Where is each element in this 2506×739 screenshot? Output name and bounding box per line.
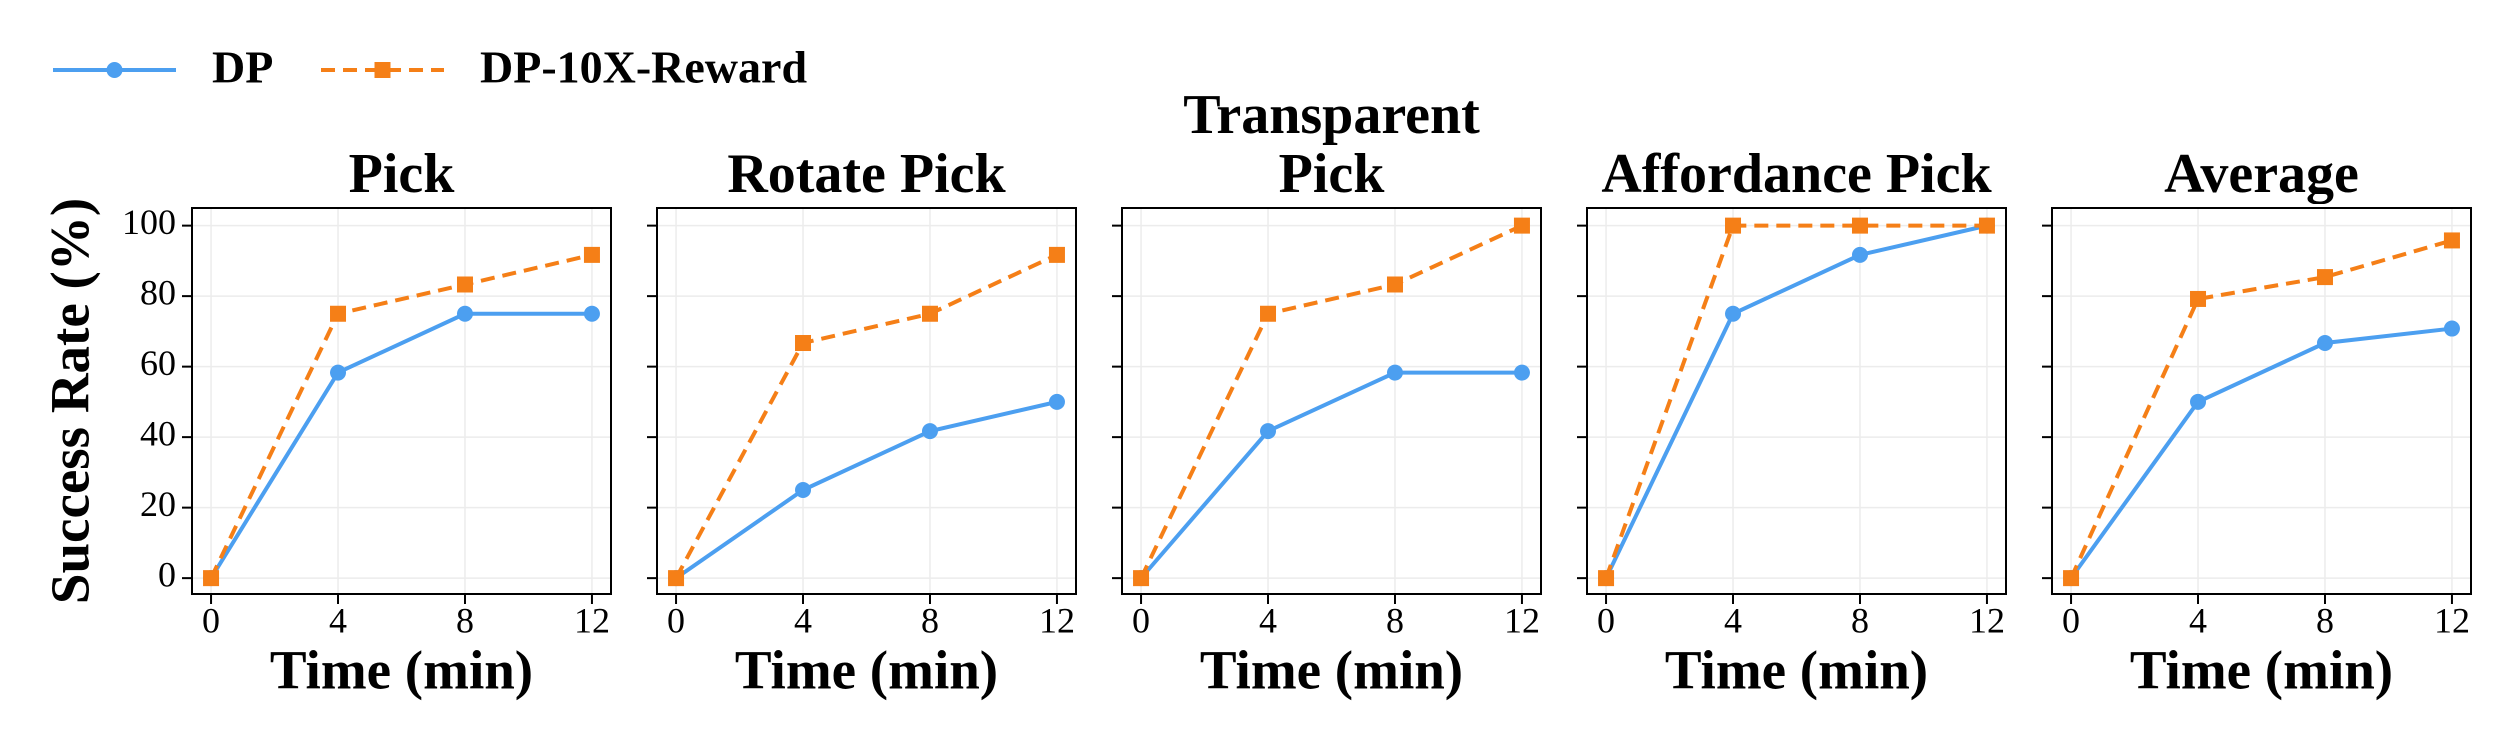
x-tick-label: 8: [921, 600, 939, 640]
chart-title: Pick: [348, 143, 455, 204]
series-line: [1139, 223, 1523, 580]
marker: [2316, 335, 2333, 352]
y-tick-label: 0: [158, 554, 176, 594]
series-line: [209, 311, 592, 580]
marker: [921, 423, 938, 440]
series-line: [674, 399, 1058, 580]
axes-frame: [656, 207, 1077, 595]
x-tick-label: 4: [1259, 600, 1277, 640]
x-tick-label: 8: [2316, 600, 2334, 640]
marker: [1513, 364, 1530, 381]
marker: [1386, 364, 1403, 381]
marker: [1978, 217, 1995, 234]
marker: [203, 570, 220, 587]
series-line: [1604, 223, 1988, 580]
x-tick-label: 8: [1386, 600, 1404, 640]
chart-title: Transparent Pick: [1183, 84, 1480, 204]
marker: [2316, 269, 2333, 286]
x-tick-label: 4: [1724, 600, 1742, 640]
legend-label: DP: [212, 42, 273, 93]
x-tick-label: 12: [1504, 600, 1540, 640]
marker: [1048, 393, 1065, 410]
series-line: [1604, 223, 1987, 579]
marker: [456, 305, 473, 322]
y-axis-label: Success Rate (%): [40, 198, 101, 604]
axes-frame: [1586, 207, 2007, 595]
x-tick-label: 0: [667, 600, 685, 640]
marker: [795, 335, 812, 352]
x-tick-label: 8: [1851, 600, 1869, 640]
chart-title: Average: [2164, 143, 2359, 204]
marker: [921, 305, 938, 322]
chart-title-box: Average: [2164, 143, 2359, 204]
marker: [2443, 320, 2460, 337]
marker: [795, 482, 812, 499]
marker: [330, 305, 347, 322]
x-tick-label: 0: [202, 600, 220, 640]
marker: [1513, 217, 1530, 234]
marker: [1133, 570, 1150, 587]
chart-title: Affordance Pick: [1601, 143, 1992, 204]
x-axis-label: Time (min): [1665, 640, 1928, 701]
marker: [2063, 570, 2080, 587]
x-axis-label: Time (min): [2130, 640, 2393, 701]
chart-title-box: Rotate Pick: [727, 143, 1006, 204]
marker: [2443, 232, 2460, 249]
marker: [106, 62, 123, 78]
series-line: [2069, 326, 2453, 580]
axes-frame: [2051, 207, 2472, 595]
series-line: [1139, 370, 1522, 580]
chart-title-box: Affordance Pick: [1601, 143, 1992, 204]
chart-title-box: Pick: [348, 143, 455, 204]
marker: [1725, 217, 1742, 234]
series-line: [2069, 238, 2453, 579]
x-tick-label: 12: [1039, 600, 1075, 640]
marker: [1851, 217, 1868, 234]
marker: [1725, 305, 1742, 322]
x-tick-label: 0: [1132, 600, 1150, 640]
marker: [583, 305, 600, 322]
series-line: [209, 252, 593, 580]
x-tick-label: 4: [329, 600, 347, 640]
marker: [1386, 276, 1403, 293]
series-line: [674, 253, 1058, 580]
legend-label: DP-10X-Reward: [480, 42, 807, 93]
x-tick-label: 4: [2189, 600, 2207, 640]
x-tick-label: 12: [1969, 600, 2005, 640]
x-tick-label: 12: [574, 600, 610, 640]
marker: [2190, 290, 2207, 307]
marker: [1598, 570, 1615, 587]
marker: [2190, 393, 2207, 410]
marker: [1260, 423, 1277, 440]
x-axis-label: Time (min): [270, 640, 533, 701]
marker: [456, 276, 473, 293]
marker: [668, 570, 685, 587]
x-tick-label: 0: [1597, 600, 1615, 640]
x-axis-label: Time (min): [735, 640, 998, 701]
axes-frame: [1121, 207, 1542, 595]
x-tick-label: 4: [794, 600, 812, 640]
chart-title: Rotate Pick: [727, 143, 1006, 204]
y-tick-label: 20: [140, 484, 176, 524]
x-tick-label: 8: [456, 600, 474, 640]
axes-frame: [191, 207, 612, 595]
y-tick-label: 60: [140, 343, 176, 383]
x-axis-label: Time (min): [1200, 640, 1463, 701]
y-tick-label: 80: [140, 272, 176, 312]
y-tick-label: 100: [122, 202, 176, 242]
marker: [1851, 246, 1868, 263]
y-tick-label: 40: [140, 413, 176, 453]
marker: [374, 62, 391, 78]
marker: [583, 246, 600, 263]
marker: [330, 364, 347, 381]
marker: [1048, 246, 1065, 263]
x-tick-label: 12: [2434, 600, 2470, 640]
marker: [1260, 305, 1277, 322]
x-tick-label: 0: [2062, 600, 2080, 640]
chart-title-box: Transparent Pick: [1183, 84, 1480, 204]
